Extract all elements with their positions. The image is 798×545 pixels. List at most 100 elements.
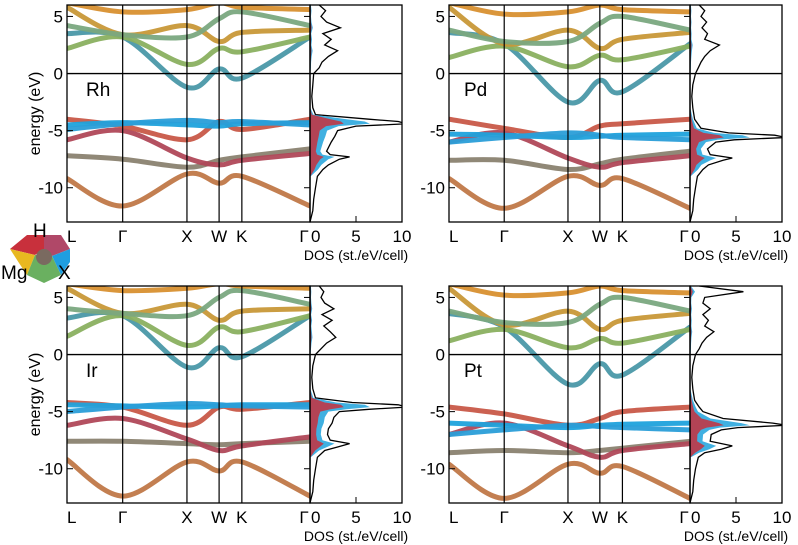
dos-curve [310,5,402,222]
kpoint-label: L [449,227,458,246]
kpoint-label: X [562,227,573,246]
y-tick-label: -5 [48,122,63,141]
y-tick-label: 5 [436,288,445,307]
kpoint-label: K [236,227,248,246]
legend-hexagon-mg-x [27,255,61,283]
band-band-5 [449,131,690,141]
dos-projection-0 [690,5,750,222]
kpoint-label: K [617,227,629,246]
dos-x-tick-label: 10 [773,508,792,527]
dos-x-tick-label: 5 [351,508,360,527]
y-tick-label: -5 [430,122,445,141]
element-label: Ir [86,361,98,382]
dos-axis-label: DOS (st./eV/cell) [304,528,408,544]
kpoint-label: W [211,508,227,527]
kpoint-label: Γ [299,508,308,527]
y-tick-label: -5 [48,403,63,422]
legend-label-x: X [58,263,71,284]
dos-x-tick-label: 0 [311,227,320,246]
element-label-bg [82,76,118,102]
kpoint-label: W [592,508,608,527]
legend-label-mg: Mg [1,263,27,284]
dos-axis-label: DOS (st./eV/cell) [304,247,408,263]
legend-hexagon-h-mg [10,235,44,255]
band-band-11 [67,286,310,294]
dos-curve [690,5,782,222]
band-band-8 [67,313,310,348]
band-band-8 [449,43,690,70]
y-tick-label: -5 [430,403,445,422]
element-label: Pd [464,80,487,101]
band-band-1 [67,457,310,499]
y-tick-label: 0 [54,65,63,84]
y-tick-label: 5 [54,288,63,307]
dos-area [690,286,782,503]
band-band-3 [67,415,310,454]
dos-x-tick-label: 10 [773,227,792,246]
dos-curve [310,286,402,503]
dos-frame [309,4,403,223]
dos-frame [309,285,403,504]
band-band-3 [67,127,310,168]
y-tick-label: 5 [436,7,445,26]
kpoint-label: Γ [118,508,127,527]
band-lines [67,286,310,499]
kpoint-label: X [181,227,192,246]
dos-x-tick-label: 0 [691,508,700,527]
dos-projection-0 [310,5,370,222]
kpoint-label: L [67,508,76,527]
band-band-10 [67,9,310,41]
band-band-11 [449,286,690,299]
dos-x-tick-label: 0 [691,227,700,246]
dos-frame [689,4,783,223]
band-band-6 [67,117,310,132]
kpoint-label: Γ [500,508,509,527]
legend-hexagon-center [36,249,52,265]
dos-x-tick-label: 5 [731,508,740,527]
band-band-6 [449,422,690,437]
legend-hexagon-x [52,249,70,275]
y-tick-label: -10 [420,460,445,479]
kpoint-label: X [562,508,573,527]
dos-area [310,5,402,222]
kpoint-label: L [449,508,458,527]
y-tick-label: 0 [54,346,63,365]
kpoint-label: Γ [679,508,688,527]
band-band-4 [449,404,690,428]
legend-hexagon-mg [10,249,35,275]
band-band-10 [449,294,690,327]
kpoint-label: X [181,508,192,527]
element-label-bg [82,357,118,383]
legend-hexagon-h-x [44,235,70,256]
kpoint-label: L [67,227,76,246]
y-tick-label: 0 [436,346,445,365]
band-lines [449,5,690,211]
band-band-6 [449,130,690,145]
band-band-8 [449,326,690,351]
kpoint-label: K [236,508,248,527]
dos-x-tick-label: 5 [351,227,360,246]
y-tick-label: -10 [420,179,445,198]
projection-legend: H Mg X [1,221,71,284]
dos-x-tick-label: 10 [393,508,412,527]
kpoint-label: W [211,227,227,246]
dos-projection-1 [690,286,724,503]
kpoint-label: K [617,508,629,527]
band-band-11 [67,5,310,15]
y-tick-label: -10 [38,179,63,198]
kpoint-label: Γ [500,227,509,246]
band-band-10 [449,13,690,46]
band-band-10 [67,287,310,320]
dos-projection-0 [310,286,370,503]
dos-x-tick-label: 10 [393,227,412,246]
dos-axis-label: DOS (st./eV/cell) [684,528,788,544]
kpoint-label: Γ [299,227,308,246]
element-label-bg [460,357,496,383]
band-band-1 [67,170,310,209]
dos-area [310,286,402,503]
dos-x-tick-label: 0 [311,508,320,527]
